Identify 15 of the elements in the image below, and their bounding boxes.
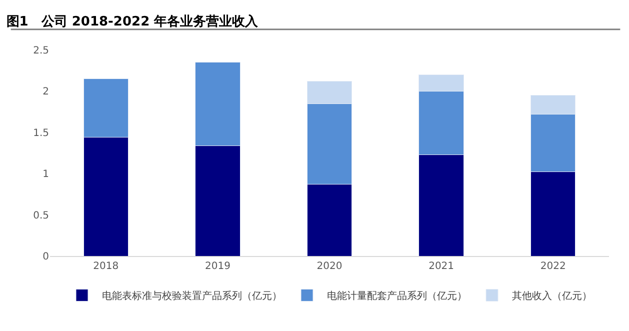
- legend-label: 电能表标准与校验装置产品系列（亿元）: [102, 290, 282, 302]
- x-tick-label: 2021: [428, 261, 454, 272]
- x-tick-label: 2022: [540, 261, 566, 272]
- legend-label: 其他收入（亿元）: [512, 290, 592, 302]
- y-tick-label: 2.5: [33, 46, 49, 56]
- y-tick-label: 1: [42, 169, 49, 180]
- x-tick-label: 2020: [316, 261, 342, 272]
- legend-label: 电能计量配套产品系列（亿元）: [327, 290, 467, 302]
- chart-title: 图1 公司 2018-2022 年各业务营业收入: [6, 14, 260, 30]
- x-tick-label: 2019: [204, 261, 230, 272]
- y-tick-label: 1.5: [33, 128, 49, 139]
- y-tick-label: 0: [42, 252, 49, 262]
- y-tick-label: 0.5: [33, 210, 49, 222]
- x-tick-label: 2018: [93, 261, 119, 272]
- y-tick-label: 2: [42, 86, 49, 98]
